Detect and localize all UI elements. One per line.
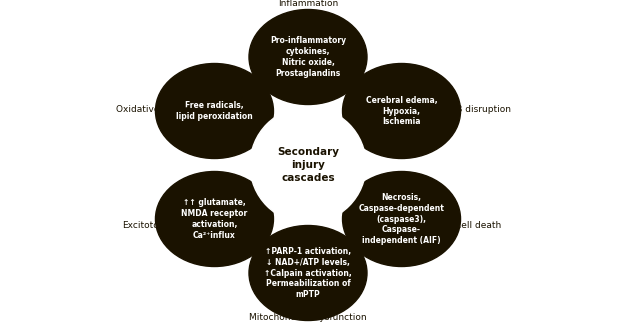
Text: Secondary
injury
cascades: Secondary injury cascades bbox=[277, 147, 339, 183]
Ellipse shape bbox=[155, 64, 274, 159]
Text: Free radicals,
lipid peroxidation: Free radicals, lipid peroxidation bbox=[176, 101, 253, 121]
Ellipse shape bbox=[155, 171, 274, 266]
Ellipse shape bbox=[249, 225, 367, 320]
Text: ↑PARP-1 activation,
↓ NAD+/ATP levels,
↑Calpain activation,
Permeabilization of
: ↑PARP-1 activation, ↓ NAD+/ATP levels, ↑… bbox=[264, 247, 352, 299]
Text: Pro-inflammatory
cytokines,
Nitric oxide,
Prostaglandins: Pro-inflammatory cytokines, Nitric oxide… bbox=[270, 36, 346, 78]
Text: Cerebral edema,
Hypoxia,
Ischemia: Cerebral edema, Hypoxia, Ischemia bbox=[366, 96, 438, 126]
Text: Excitotoxicity: Excitotoxicity bbox=[123, 220, 184, 229]
Circle shape bbox=[250, 107, 366, 223]
Ellipse shape bbox=[342, 64, 461, 159]
Text: BBB disruption: BBB disruption bbox=[444, 106, 511, 115]
Text: Inflammation: Inflammation bbox=[278, 0, 338, 9]
Ellipse shape bbox=[249, 10, 367, 105]
Text: Cell death: Cell death bbox=[455, 220, 501, 229]
Text: Necrosis,
Caspase-dependent
(caspase3),
Caspase-
independent (AIF): Necrosis, Caspase-dependent (caspase3), … bbox=[358, 193, 444, 245]
Ellipse shape bbox=[342, 171, 461, 266]
Text: Mitochondrial dysfunction: Mitochondrial dysfunction bbox=[249, 313, 367, 322]
Text: ↑↑ glutamate,
NMDA receptor
activation,
Ca²⁺influx: ↑↑ glutamate, NMDA receptor activation, … bbox=[181, 198, 248, 240]
Text: Oxidative stress: Oxidative stress bbox=[116, 106, 189, 115]
